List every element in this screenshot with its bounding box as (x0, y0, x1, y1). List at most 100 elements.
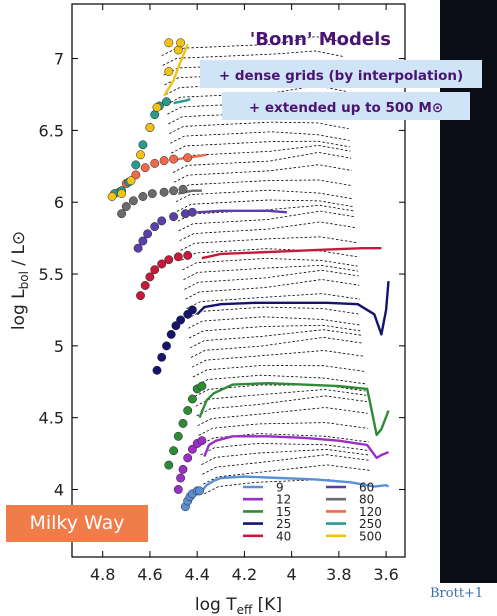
annotation-box (222, 92, 470, 120)
grid-track (189, 329, 363, 349)
legend-label: 15 (276, 505, 291, 519)
grid-track (190, 336, 364, 358)
annotation-extended: + extended up to 500 M⊙ (249, 100, 443, 116)
legend-label: 120 (359, 505, 382, 519)
data-point (162, 341, 171, 351)
x-tick-label: 4.4 (184, 565, 209, 584)
series-9 (180, 475, 390, 512)
series-line (163, 43, 189, 97)
grid-track (170, 131, 350, 144)
data-point (138, 140, 148, 150)
data-point (145, 272, 155, 282)
legend-label: 60 (359, 481, 374, 495)
grid-track (162, 50, 345, 66)
data-point (164, 67, 174, 76)
series-line (200, 475, 390, 492)
legend-label: 25 (276, 517, 291, 531)
data-point (166, 329, 176, 339)
data-point (176, 38, 186, 48)
grid-track (197, 407, 368, 427)
grid-track (196, 395, 367, 417)
data-point (178, 464, 188, 474)
data-point (173, 485, 183, 494)
data-point (140, 281, 150, 290)
data-point (183, 406, 193, 415)
data-point (169, 212, 179, 222)
grid-track (178, 210, 355, 232)
grid-track (182, 257, 358, 271)
data-point (159, 156, 169, 166)
data-point (159, 187, 169, 197)
data-point (173, 252, 183, 262)
milky-way-label: Milky Way (6, 505, 148, 542)
data-point (107, 192, 117, 201)
y-tick-label: 6.5 (39, 121, 64, 140)
y-tick-label: 5 (54, 337, 64, 356)
data-point (162, 97, 171, 107)
grid-track (186, 293, 361, 310)
data-point (152, 102, 162, 112)
legend-label: 80 (359, 493, 374, 507)
y-tick-label: 7 (54, 50, 64, 69)
annotation-dense-grids: + dense grids (by interpolation) (219, 68, 463, 84)
data-point (136, 291, 145, 301)
legend-label: 40 (276, 529, 291, 543)
y-tick-label: 4.5 (39, 409, 64, 428)
data-point (187, 305, 197, 315)
data-point (133, 243, 143, 253)
grid-track (199, 433, 369, 446)
data-point (176, 315, 186, 325)
data-point (152, 365, 162, 375)
grid-track (203, 464, 372, 485)
series-line (201, 247, 382, 260)
x-tick-label: 4.2 (232, 565, 257, 584)
data-point (157, 352, 167, 362)
grid-track (191, 350, 364, 368)
data-point (176, 473, 186, 483)
x-axis-label: log Teff [K] (195, 595, 282, 616)
annotation-box (200, 60, 482, 88)
data-point (169, 186, 179, 196)
data-point (178, 418, 188, 428)
data-point (145, 123, 155, 132)
data-point (187, 207, 197, 217)
data-point (164, 460, 174, 470)
y-tick-label: 4 (54, 480, 64, 499)
series-25 (152, 281, 390, 375)
data-point (157, 216, 167, 226)
series-500 (107, 38, 189, 201)
data-point (164, 255, 174, 265)
data-point (128, 196, 138, 206)
grid-track (169, 121, 349, 134)
grid-track (183, 264, 359, 280)
series-12 (173, 435, 389, 494)
y-axis-label: log Lbol / L⊙ (9, 231, 31, 330)
x-tick-label: 3.6 (373, 565, 398, 584)
y-tick-label: 5.5 (39, 265, 64, 284)
plot-frame (71, 3, 406, 558)
grid-track (184, 269, 359, 290)
legend-label: 12 (276, 493, 291, 507)
series-15 (164, 381, 390, 470)
data-point (187, 444, 197, 454)
data-point (131, 160, 141, 170)
grid-track (188, 324, 362, 339)
data-point (169, 446, 179, 456)
data-point (147, 189, 157, 199)
x-tick-label: 4.6 (137, 565, 162, 584)
grid-track (161, 36, 344, 57)
legend-label: 500 (359, 529, 382, 543)
grid-track (202, 454, 371, 475)
grid-track (180, 236, 357, 251)
grid-track (188, 316, 362, 329)
series-40 (136, 247, 382, 301)
grid-track (192, 365, 365, 378)
data-point (197, 381, 207, 391)
series-120 (114, 153, 207, 197)
data-point (195, 486, 204, 496)
data-point (183, 153, 193, 163)
data-point (187, 394, 197, 404)
